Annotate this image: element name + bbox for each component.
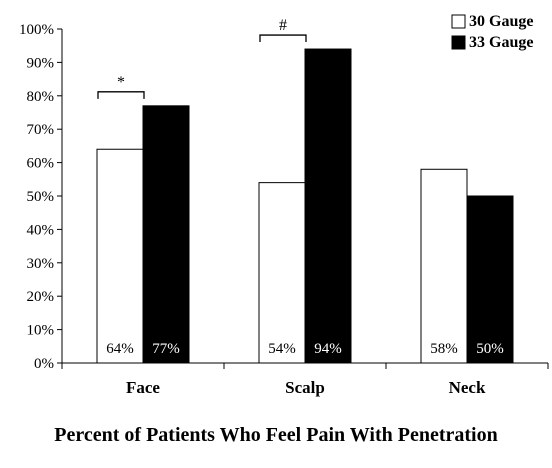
data-label: 50% <box>476 341 504 357</box>
data-label: 77% <box>152 341 180 357</box>
significance-bracket <box>259 34 307 43</box>
y-tick-label: 0% <box>34 356 54 372</box>
bar-neck-1 <box>466 195 514 364</box>
data-label: 58% <box>430 341 458 357</box>
bar-chart: 0% 10% 20% 30% 40% 50% 60% 70% 80% 90% 100% Face Sc… <box>19 13 549 397</box>
significance-mark: # <box>279 17 287 34</box>
bar-neck-0 <box>420 168 468 364</box>
y-tick-label: 70% <box>27 122 55 138</box>
category-label-scalp: Scalp <box>285 378 325 397</box>
category-label-face: Face <box>126 378 160 397</box>
y-tick-label: 30% <box>27 256 55 272</box>
legend: 30 Gauge 33 Gauge <box>451 13 533 51</box>
bar-scalp-0 <box>258 182 306 364</box>
bar-face-0 <box>96 148 144 364</box>
significance-mark: * <box>117 74 125 91</box>
y-tick-label: 20% <box>27 289 55 305</box>
legend-label: 30 Gauge <box>469 13 533 30</box>
bars: 64% 77% 54% 94% 58% 50% <box>96 48 514 364</box>
y-tick-label: 50% <box>27 189 55 205</box>
category-label-neck: Neck <box>449 378 486 397</box>
y-axis: 0% 10% 20% 30% 40% 50% 60% 70% 80% 90% 100% <box>19 22 63 372</box>
y-tick-label: 40% <box>27 222 55 238</box>
y-tick-label: 60% <box>27 156 55 172</box>
significance-bracket <box>97 91 145 99</box>
y-tick-label: 90% <box>27 55 55 71</box>
bar-scalp-1 <box>304 48 352 364</box>
bar-face-1 <box>142 105 190 364</box>
legend-swatch <box>451 14 466 29</box>
data-label: 54% <box>268 341 296 357</box>
data-label: 94% <box>314 341 342 357</box>
data-label: 64% <box>106 341 134 357</box>
chart-title: Percent of Patients Who Feel Pain With P… <box>54 424 498 446</box>
legend-label: 33 Gauge <box>469 34 533 51</box>
y-tick-label: 100% <box>19 22 54 38</box>
y-tick-label: 80% <box>27 89 55 105</box>
x-axis: Face Scalp Neck <box>61 362 549 397</box>
significance-annotations: *# <box>97 17 307 99</box>
y-tick-label: 10% <box>27 323 55 339</box>
legend-swatch <box>451 35 466 50</box>
